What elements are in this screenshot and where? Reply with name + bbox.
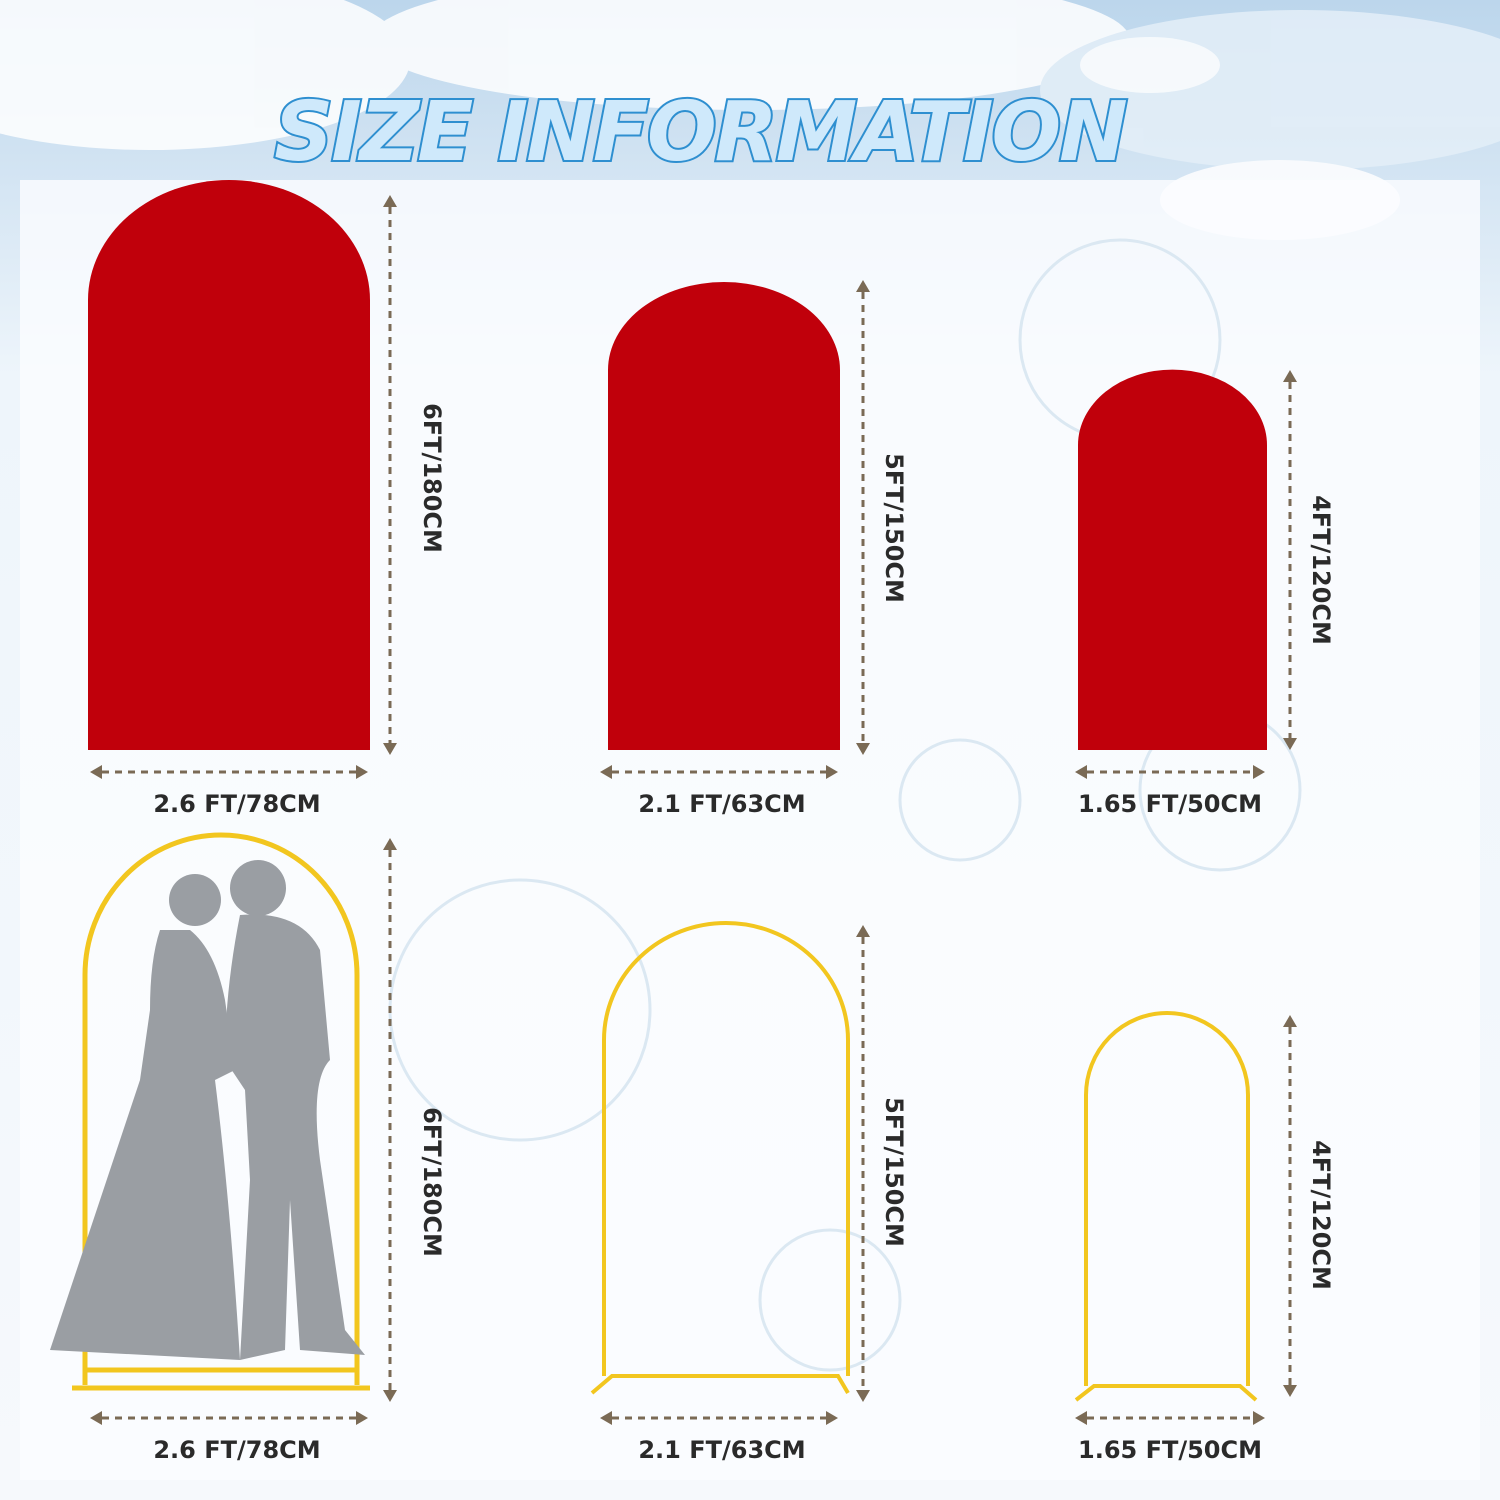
height-arrow xyxy=(856,280,870,755)
gold-arch-frame xyxy=(1084,1011,1250,1386)
couple-silhouette xyxy=(50,860,365,1360)
frame-large xyxy=(72,832,370,1391)
height-arrow xyxy=(856,925,870,1402)
dimension-arrows xyxy=(90,195,1297,1425)
frame-height-label: 4FT/120CM xyxy=(1307,1140,1335,1290)
frame-width-label: 2.6 FT/78CM xyxy=(153,1436,320,1464)
frame-base xyxy=(1074,1384,1258,1402)
red-arch-cover xyxy=(608,282,840,750)
width-arrow xyxy=(1075,765,1265,779)
height-arrow xyxy=(383,195,397,755)
cover-height-label: 4FT/120CM xyxy=(1307,495,1335,645)
cover-width-label: 2.1 FT/63CM xyxy=(638,790,805,818)
page-title: SIZE INFORMATION xyxy=(274,85,1126,180)
frame-width-label: 1.65 FT/50CM xyxy=(1078,1436,1262,1464)
frame-height-label: 6FT/180CM xyxy=(418,1107,446,1257)
width-arrow xyxy=(1075,1411,1265,1425)
cover-large xyxy=(88,180,370,751)
width-arrow xyxy=(600,765,838,779)
cover-small xyxy=(1078,369,1267,750)
width-arrow xyxy=(90,765,368,779)
cover-width-label: 1.65 FT/50CM xyxy=(1078,790,1262,818)
frame-base xyxy=(590,1374,850,1395)
cover-medium xyxy=(608,282,840,750)
red-arch-cover xyxy=(88,180,370,751)
gold-arch-frame xyxy=(82,832,360,1385)
width-arrow xyxy=(90,1411,368,1425)
gold-arch-frame xyxy=(602,921,850,1376)
frame-width-label: 2.1 FT/63CM xyxy=(638,1436,805,1464)
frame-height-label: 5FT/150CM xyxy=(880,1097,908,1247)
frame-base xyxy=(72,1367,370,1391)
frame-small xyxy=(1074,1011,1258,1402)
width-arrow xyxy=(600,1411,838,1425)
cover-height-label: 5FT/150CM xyxy=(880,453,908,603)
cover-height-label: 6FT/180CM xyxy=(418,403,446,553)
frame-medium xyxy=(590,921,850,1395)
red-arch-cover xyxy=(1078,369,1267,750)
cover-width-label: 2.6 FT/78CM xyxy=(153,790,320,818)
